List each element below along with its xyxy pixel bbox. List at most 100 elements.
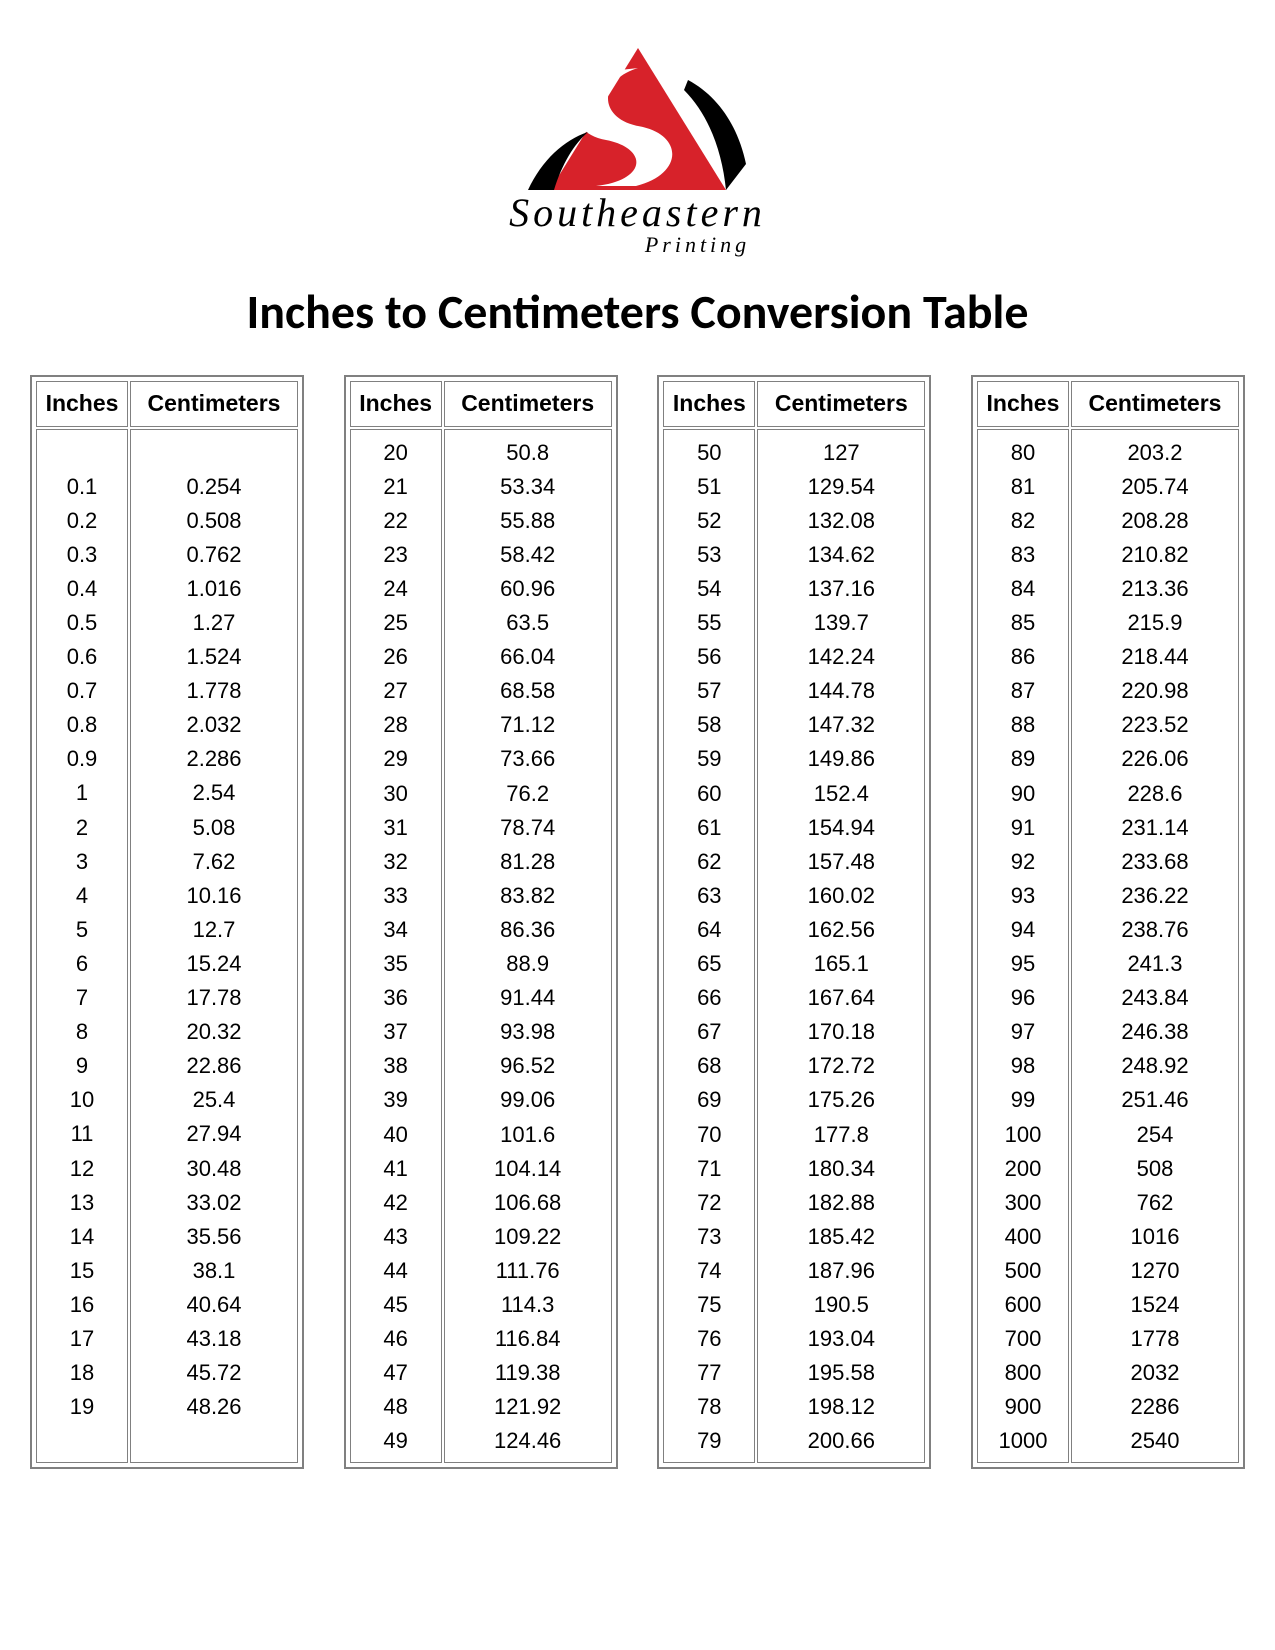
inches-value: 0.3	[43, 538, 121, 572]
centimeters-value: 1.27	[137, 606, 291, 640]
inches-value: 29	[357, 742, 435, 776]
centimeters-value: 2.032	[137, 708, 291, 742]
centimeters-value: 248.92	[1078, 1049, 1232, 1083]
centimeters-value: 165.1	[764, 947, 918, 981]
centimeters-value: 2.54	[137, 776, 291, 810]
inches-value: 0.1	[43, 470, 121, 504]
inches-value: 28	[357, 708, 435, 742]
centimeters-value: 15.24	[137, 947, 291, 981]
inches-value: 47	[357, 1356, 435, 1390]
inches-value: 63	[670, 879, 748, 913]
centimeters-value: 231.14	[1078, 811, 1232, 845]
centimeters-value: 187.96	[764, 1254, 918, 1288]
centimeters-value: 210.82	[1078, 538, 1232, 572]
inches-value: 50	[670, 436, 748, 470]
inches-value: 42	[357, 1186, 435, 1220]
inches-value: 22	[357, 504, 435, 538]
centimeters-value: 226.06	[1078, 742, 1232, 776]
inches-value: 0.9	[43, 742, 121, 776]
inches-value: 80	[984, 436, 1062, 470]
centimeters-value: 127	[764, 436, 918, 470]
centimeters-value: 73.66	[451, 742, 605, 776]
inches-value: 89	[984, 742, 1062, 776]
inches-value: 99	[984, 1083, 1062, 1117]
inches-cell: 0.10.20.30.40.50.60.70.80.91234567891011…	[36, 429, 128, 1464]
centimeters-value: 86.36	[451, 913, 605, 947]
centimeters-value: 93.98	[451, 1015, 605, 1049]
inches-value: 90	[984, 777, 1062, 811]
centimeters-value: 1.524	[137, 640, 291, 674]
col-header-inches: Inches	[36, 381, 128, 427]
inches-value: 1000	[984, 1424, 1062, 1458]
inches-value: 52	[670, 504, 748, 538]
centimeters-value: 167.64	[764, 981, 918, 1015]
centimeters-value: 134.62	[764, 538, 918, 572]
centimeters-value: 246.38	[1078, 1015, 1232, 1049]
centimeters-value: 99.06	[451, 1083, 605, 1117]
inches-value: 41	[357, 1152, 435, 1186]
centimeters-value: 2032	[1078, 1356, 1232, 1390]
inches-value: 91	[984, 811, 1062, 845]
centimeters-value: 0.508	[137, 504, 291, 538]
centimeters-value: 119.38	[451, 1356, 605, 1390]
inches-value: 85	[984, 606, 1062, 640]
inches-value: 64	[670, 913, 748, 947]
inches-value: 9	[43, 1049, 121, 1083]
centimeters-value: 76.2	[451, 777, 605, 811]
inches-value: 46	[357, 1322, 435, 1356]
col-header-centimeters: Centimeters	[757, 381, 925, 427]
centimeters-value: 60.96	[451, 572, 605, 606]
inches-value: 18	[43, 1356, 121, 1390]
inches-value: 39	[357, 1083, 435, 1117]
inches-value: 0.7	[43, 674, 121, 708]
centimeters-value: 147.32	[764, 708, 918, 742]
col-header-centimeters: Centimeters	[1071, 381, 1239, 427]
centimeters-value: 190.5	[764, 1288, 918, 1322]
centimeters-value: 45.72	[137, 1356, 291, 1390]
inches-value: 86	[984, 640, 1062, 674]
centimeters-value: 149.86	[764, 742, 918, 776]
centimeters-value: 12.7	[137, 913, 291, 947]
centimeters-value: 114.3	[451, 1288, 605, 1322]
centimeters-value: 193.04	[764, 1322, 918, 1356]
centimeters-value: 53.34	[451, 470, 605, 504]
centimeters-value: 91.44	[451, 981, 605, 1015]
centimeters-value: 17.78	[137, 981, 291, 1015]
centimeters-value: 101.6	[451, 1118, 605, 1152]
inches-value: 12	[43, 1152, 121, 1186]
centimeters-value: 1270	[1078, 1254, 1232, 1288]
inches-value: 57	[670, 674, 748, 708]
centimeters-value: 48.26	[137, 1390, 291, 1424]
inches-value: 84	[984, 572, 1062, 606]
inches-value: 94	[984, 913, 1062, 947]
centimeters-value: 254	[1078, 1118, 1232, 1152]
inches-value: 17	[43, 1322, 121, 1356]
centimeters-value: 160.02	[764, 879, 918, 913]
centimeters-value: 203.2	[1078, 436, 1232, 470]
inches-value: 66	[670, 981, 748, 1015]
centimeters-value: 233.68	[1078, 845, 1232, 879]
centimeters-value: 25.4	[137, 1083, 291, 1117]
centimeters-value: 180.34	[764, 1152, 918, 1186]
centimeters-value: 20.32	[137, 1015, 291, 1049]
inches-value: 35	[357, 947, 435, 981]
conversion-table-4: Inches Centimeters 808182838485868788899…	[971, 375, 1245, 1469]
brand-subname: Printing	[150, 232, 1245, 258]
centimeters-value: 139.7	[764, 606, 918, 640]
inches-value: 300	[984, 1186, 1062, 1220]
inches-cell: 2021222324252627282930313233343536373839…	[350, 429, 442, 1464]
inches-value: 0.4	[43, 572, 121, 606]
centimeters-value: 213.36	[1078, 572, 1232, 606]
centimeters-value: 137.16	[764, 572, 918, 606]
inches-value: 4	[43, 879, 121, 913]
inches-value: 54	[670, 572, 748, 606]
inches-value: 23	[357, 538, 435, 572]
inches-value: 30	[357, 777, 435, 811]
centimeters-value: 116.84	[451, 1322, 605, 1356]
centimeters-value: 1524	[1078, 1288, 1232, 1322]
inches-value: 200	[984, 1152, 1062, 1186]
centimeters-value: 7.62	[137, 845, 291, 879]
centimeters-value: 1.016	[137, 572, 291, 606]
inches-value: 38	[357, 1049, 435, 1083]
inches-value: 25	[357, 606, 435, 640]
